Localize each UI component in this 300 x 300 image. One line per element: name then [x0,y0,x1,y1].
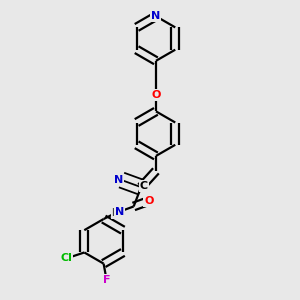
Text: C: C [140,181,148,191]
Text: N: N [115,207,124,217]
Text: F: F [103,275,110,285]
Text: N: N [114,175,123,185]
Text: Cl: Cl [61,254,72,263]
Text: N: N [151,11,160,21]
Text: O: O [144,196,154,206]
Text: H: H [111,208,120,218]
Text: O: O [151,90,160,100]
